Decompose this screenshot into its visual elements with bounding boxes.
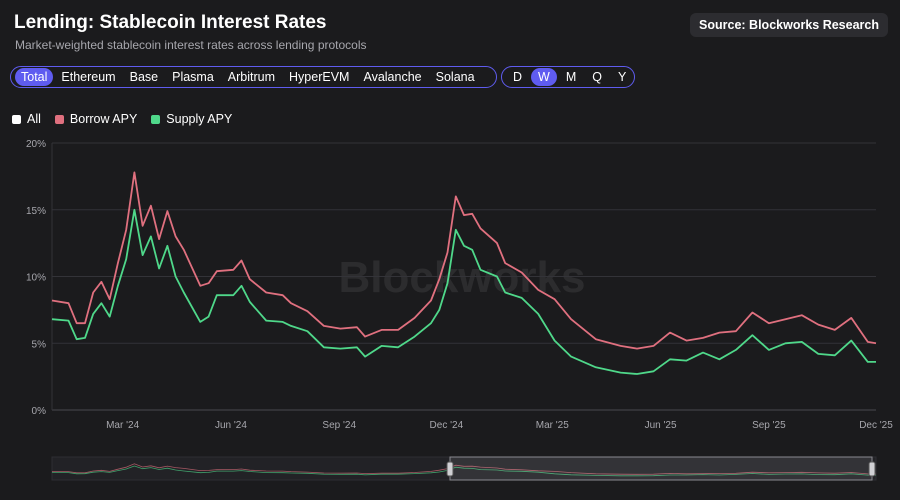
network-tab-avalanche[interactable]: Avalanche bbox=[357, 68, 427, 86]
legend-item-borrow[interactable]: Borrow APY bbox=[54, 112, 138, 126]
x-tick-label: Sep '24 bbox=[322, 420, 356, 431]
y-tick-label: 15% bbox=[26, 206, 46, 217]
x-tick-label: Mar '24 bbox=[106, 420, 139, 431]
legend-label-all: All bbox=[27, 112, 41, 126]
x-tick-label: Jun '25 bbox=[645, 420, 677, 431]
x-tick-label: Jun '24 bbox=[215, 420, 247, 431]
interval-weekly[interactable]: W bbox=[531, 68, 557, 86]
range-navigator[interactable] bbox=[51, 456, 877, 481]
x-tick-label: Sep '25 bbox=[752, 420, 786, 431]
legend-item-all[interactable]: All bbox=[12, 112, 41, 126]
legend-swatch-supply bbox=[151, 114, 161, 124]
navigator-handle-left[interactable] bbox=[446, 461, 454, 477]
network-tab-arbitrum[interactable]: Arbitrum bbox=[222, 68, 281, 86]
supply-apy-line[interactable] bbox=[51, 208, 876, 375]
x-tick-label: Dec '25 bbox=[859, 420, 893, 431]
network-tab-base[interactable]: Base bbox=[124, 68, 165, 86]
x-tick-label: Dec '24 bbox=[430, 420, 464, 431]
network-tab-hyperevm[interactable]: HyperEVM bbox=[283, 68, 355, 86]
watermark: Blockworks bbox=[339, 253, 586, 302]
y-tick-label: 10% bbox=[26, 273, 46, 284]
chart-legend: All Borrow APY Supply APY bbox=[12, 112, 232, 126]
y-tick-label: 5% bbox=[32, 339, 47, 350]
y-tick-label: 0% bbox=[32, 406, 47, 417]
interval-selector: D W M Q Y bbox=[501, 66, 635, 88]
network-tab-total[interactable]: Total bbox=[15, 68, 54, 86]
interval-daily[interactable]: D bbox=[506, 68, 529, 86]
network-tab-solana[interactable]: Solana bbox=[430, 68, 481, 86]
legend-label-supply: Supply APY bbox=[166, 112, 233, 126]
supply-apy-line-mini bbox=[52, 465, 876, 477]
legend-item-supply[interactable]: Supply APY bbox=[151, 112, 232, 126]
chart-title: Lending: Stablecoin Interest Rates bbox=[14, 12, 327, 33]
navigator-handle-right[interactable] bbox=[868, 461, 876, 477]
borrow-apy-line-mini bbox=[51, 463, 877, 475]
network-tab-ethereum[interactable]: Ethereum bbox=[55, 68, 121, 86]
source-badge: Source: Blockworks Research bbox=[690, 13, 888, 37]
legend-swatch-borrow bbox=[54, 114, 64, 124]
interval-yearly[interactable]: Y bbox=[611, 68, 633, 86]
interval-monthly[interactable]: M bbox=[559, 68, 583, 86]
borrow-apy-line[interactable] bbox=[51, 171, 877, 350]
chart-subtitle: Market-weighted stablecoin interest rate… bbox=[15, 38, 367, 52]
legend-label-borrow: Borrow APY bbox=[69, 112, 138, 126]
y-tick-label: 20% bbox=[26, 139, 46, 150]
legend-swatch-all bbox=[12, 114, 21, 124]
network-tab-plasma[interactable]: Plasma bbox=[166, 68, 220, 86]
x-tick-label: Mar '25 bbox=[536, 420, 569, 431]
navigator-selection[interactable] bbox=[449, 456, 873, 481]
interval-quarterly[interactable]: Q bbox=[585, 68, 609, 86]
network-selector: Total Ethereum Base Plasma Arbitrum Hype… bbox=[10, 66, 497, 88]
